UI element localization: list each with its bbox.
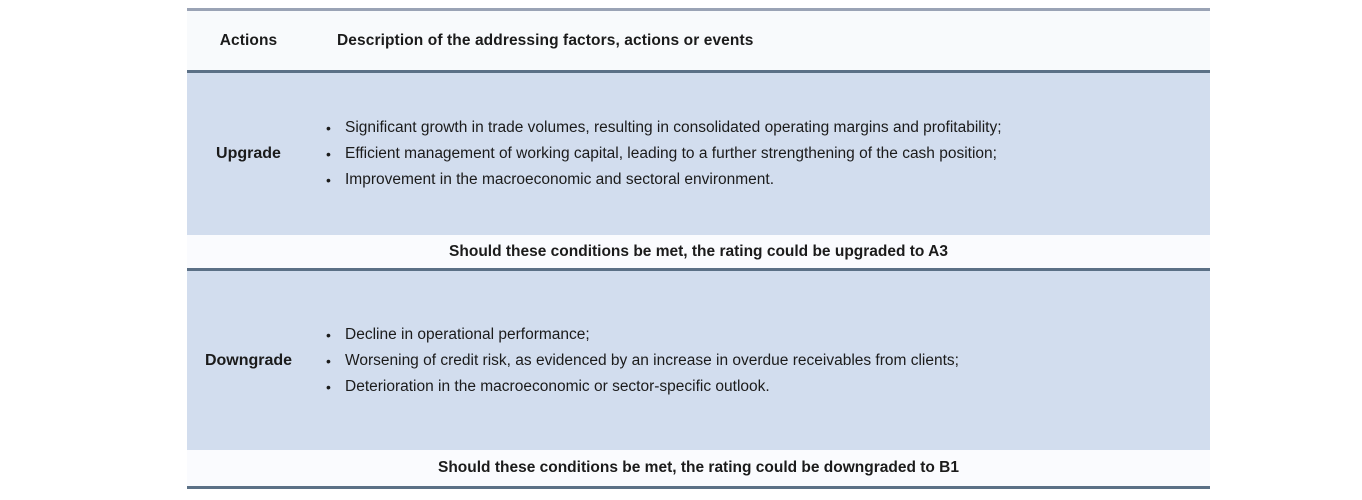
bullet-icon: • <box>326 146 331 162</box>
bullet-item: • Efficient management of working capita… <box>325 141 1002 167</box>
upgrade-action-label: Upgrade <box>216 145 281 162</box>
bullet-text: Significant growth in trade volumes, res… <box>345 119 1002 136</box>
upgrade-outcome-row: Should these conditions be met, the rati… <box>187 235 1210 271</box>
bullet-item: • Decline in operational performance; <box>325 322 959 348</box>
column-header-description: Description of the addressing factors, a… <box>337 31 754 49</box>
bullet-item: • Deterioration in the macroeconomic or … <box>325 374 959 400</box>
bullet-item: • Improvement in the macroeconomic and s… <box>325 167 1002 193</box>
column-header-actions: Actions <box>219 31 278 49</box>
bullet-icon: • <box>326 120 331 136</box>
upgrade-row: Upgrade • Significant growth in trade vo… <box>187 73 1210 235</box>
table-header-row: Actions Description of the addressing fa… <box>187 11 1210 73</box>
bullet-icon: • <box>326 378 331 395</box>
bullet-icon: • <box>326 172 331 188</box>
bullet-icon: • <box>326 352 331 369</box>
bullet-item: • Worsening of credit risk, as evidenced… <box>325 348 959 374</box>
bullet-icon: • <box>326 326 331 343</box>
downgrade-outcome-row: Should these conditions be met, the rati… <box>187 450 1210 489</box>
bullet-text: Efficient management of working capital,… <box>345 145 997 162</box>
downgrade-row: Downgrade • Decline in operational perfo… <box>187 271 1210 450</box>
downgrade-action-label: Downgrade <box>204 351 293 369</box>
bullet-text: Worsening of credit risk, as evidenced b… <box>345 351 959 369</box>
downgrade-bullet-list: • Decline in operational performance; • … <box>310 322 983 400</box>
upgrade-bullet-list: • Significant growth in trade volumes, r… <box>310 115 1026 193</box>
bullet-text: Decline in operational performance; <box>345 325 590 343</box>
rating-actions-table: Actions Description of the addressing fa… <box>187 8 1210 489</box>
bullet-text: Improvement in the macroeconomic and sec… <box>345 171 775 188</box>
bullet-text: Deterioration in the macroeconomic or se… <box>345 377 770 395</box>
bullet-item: • Significant growth in trade volumes, r… <box>325 115 1002 141</box>
